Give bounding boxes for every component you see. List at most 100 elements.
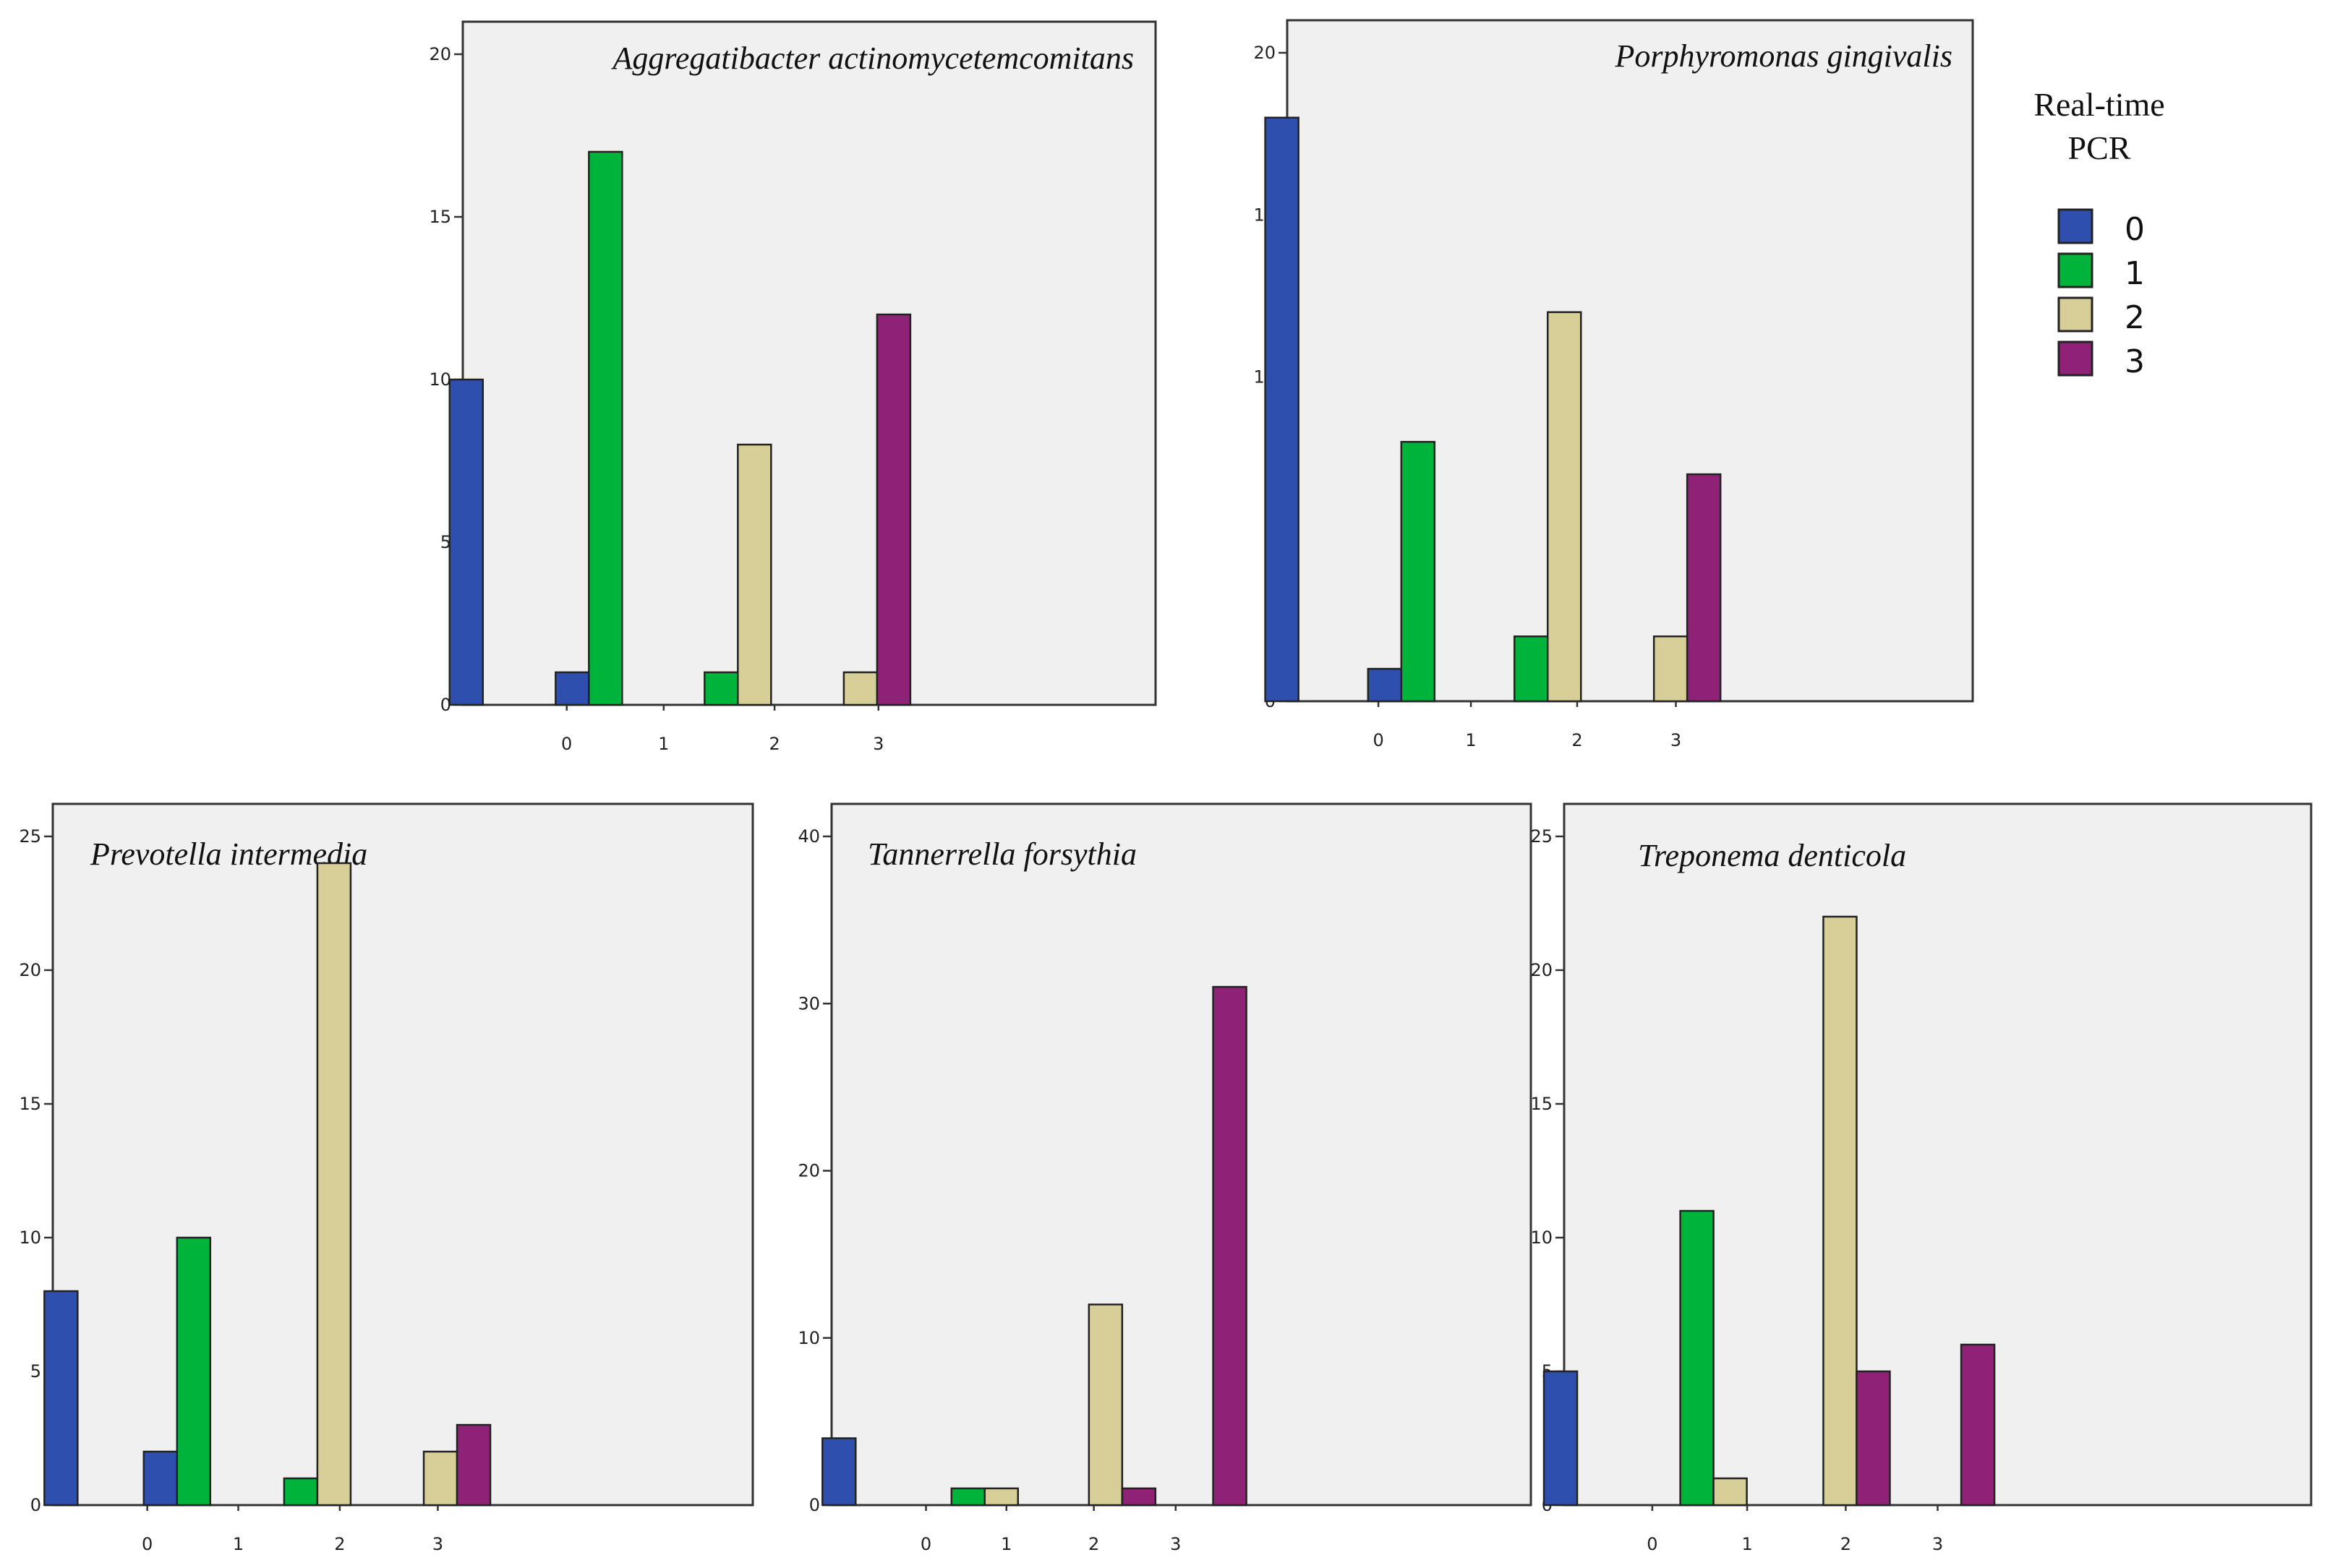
x-tick-label: 2 bbox=[1088, 1534, 1099, 1554]
y-tick-label: 0 bbox=[440, 695, 451, 715]
y-tick-label: 15 bbox=[429, 207, 451, 227]
x-tick-label: 2 bbox=[1840, 1534, 1851, 1554]
bar-series-1-cat-1 bbox=[588, 150, 623, 706]
chart-panel-1: Aggregatibacter actinomycetemcomitans 0 5 1… bbox=[429, 20, 1157, 754]
bar-series-0-cat-0 bbox=[448, 378, 484, 706]
bar-series-2-cat-3 bbox=[1652, 635, 1689, 703]
legend-items: 0 1 2 3 bbox=[2057, 208, 2145, 380]
y-tick-label: 40 bbox=[798, 826, 820, 847]
y-tick-label: 25 bbox=[19, 826, 41, 847]
y-tick-label: 15 bbox=[1530, 1094, 1553, 1114]
plot-area bbox=[830, 802, 1532, 1507]
legend-swatch bbox=[2057, 296, 2093, 333]
bar-series-3-cat-3 bbox=[1212, 985, 1247, 1507]
bar-series-1-cat-1 bbox=[950, 1487, 986, 1507]
bar-series-0-cat-1 bbox=[142, 1450, 179, 1507]
plot-area bbox=[461, 20, 1157, 706]
legend-swatch bbox=[2057, 252, 2093, 288]
legend-item-1: 1 bbox=[2057, 252, 2145, 292]
y-tick-label: 5 bbox=[440, 532, 451, 552]
y-tick-label: 20 bbox=[798, 1161, 820, 1181]
y-tick-label: 15 bbox=[19, 1094, 41, 1114]
plot-area bbox=[1563, 802, 2313, 1507]
chart-panels: Aggregatibacter actinomycetemcomitans 0 5 1… bbox=[19, 19, 2313, 1554]
legend-label: 0 bbox=[2125, 211, 2145, 248]
plot-area bbox=[51, 802, 754, 1507]
y-tick-label: 10 bbox=[19, 1228, 41, 1248]
x-tick-label: 2 bbox=[334, 1534, 345, 1554]
y-tick-label: 5 bbox=[30, 1361, 41, 1381]
legend-swatch bbox=[2057, 208, 2093, 244]
chart-panel-2: Porphyromonas gingivalis051015200123 bbox=[1253, 19, 1974, 750]
bar-series-3-cat-3 bbox=[1960, 1343, 1996, 1507]
panel-title: Porphyromonas gingivalis bbox=[1615, 38, 1952, 74]
legend: Real-time PCR 0 1 2 3 bbox=[2033, 86, 2164, 380]
x-tick-label: 0 bbox=[921, 1534, 931, 1554]
x-tick-label: 0 bbox=[561, 734, 572, 754]
x-tick-label: 1 bbox=[233, 1534, 244, 1554]
x-tick-label: 3 bbox=[1670, 730, 1681, 750]
y-tick-label: 20 bbox=[1530, 960, 1553, 980]
bar-series-3-cat-2 bbox=[1856, 1370, 1891, 1507]
bar-series-0-cat-1 bbox=[1367, 667, 1403, 703]
x-tick-label: 1 bbox=[1001, 1534, 1012, 1554]
bar-series-2-cat-1 bbox=[983, 1487, 1020, 1507]
bar-series-2-cat-1 bbox=[1712, 1477, 1748, 1507]
legend-title-line2: PCR bbox=[2068, 129, 2131, 166]
bar-series-1-cat-2 bbox=[283, 1477, 319, 1507]
x-tick-label: 1 bbox=[1741, 1534, 1752, 1554]
x-tick-label: 0 bbox=[1647, 1534, 1657, 1554]
legend-label: 1 bbox=[2125, 255, 2145, 292]
bar-series-2-cat-2 bbox=[1822, 915, 1858, 1507]
x-tick-label: 0 bbox=[1373, 730, 1383, 750]
bar-series-1-cat-1 bbox=[176, 1236, 212, 1507]
x-tick-label: 0 bbox=[142, 1534, 153, 1554]
chart-panel-4: Tannerrella forsythia 0 10 20 30 40 0 1 2 3 bbox=[798, 802, 1532, 1554]
legend-item-2: 2 bbox=[2057, 296, 2145, 336]
bar-series-1-cat-1 bbox=[1679, 1209, 1715, 1507]
legend-item-3: 3 bbox=[2057, 340, 2145, 380]
bar-series-2-cat-2 bbox=[1546, 311, 1582, 703]
bar-series-3-cat-3 bbox=[876, 313, 912, 706]
x-tick-label: 3 bbox=[873, 734, 884, 754]
y-tick-label: 25 bbox=[1530, 826, 1553, 847]
panel-title: Aggregatibacter actinomycetemcomitans bbox=[611, 40, 1135, 76]
legend-item-0: 0 bbox=[2057, 208, 2145, 248]
bar-series-1-cat-2 bbox=[704, 671, 739, 706]
bar-series-3-cat-2 bbox=[1121, 1487, 1157, 1507]
bar-series-0-cat-0 bbox=[43, 1290, 79, 1507]
legend-title-line1: Real-time bbox=[2033, 86, 2164, 123]
x-tick-label: 3 bbox=[1932, 1534, 1943, 1554]
bar-series-0-cat-0 bbox=[821, 1437, 857, 1507]
bar-series-0-cat-0 bbox=[1264, 116, 1299, 703]
bar-series-2-cat-3 bbox=[842, 671, 879, 706]
y-tick-label: 30 bbox=[798, 993, 820, 1014]
x-tick-label: 3 bbox=[432, 1534, 443, 1554]
chart-panel-5: Treponema denticola05101520250123 bbox=[1530, 802, 2313, 1554]
legend-swatch bbox=[2057, 340, 2093, 377]
bar-series-0-cat-1 bbox=[555, 671, 590, 706]
x-tick-label: 2 bbox=[1571, 730, 1582, 750]
y-tick-label: 10 bbox=[798, 1328, 820, 1348]
x-tick-label: 1 bbox=[658, 734, 669, 754]
x-tick-label: 1 bbox=[1465, 730, 1476, 750]
bar-series-0-cat-0 bbox=[1542, 1370, 1579, 1507]
y-tick-label: 20 bbox=[19, 960, 41, 980]
x-tick-label: 3 bbox=[1170, 1534, 1181, 1554]
panel-title: Tannerrella forsythia bbox=[868, 836, 1137, 872]
plot-area bbox=[1286, 19, 1974, 703]
bar-series-1-cat-1 bbox=[1400, 440, 1436, 703]
bar-series-2-cat-2 bbox=[316, 862, 352, 1507]
bar-series-3-cat-3 bbox=[1686, 473, 1722, 703]
y-tick-label: 20 bbox=[1253, 43, 1276, 63]
bar-series-1-cat-2 bbox=[1513, 635, 1549, 703]
bar-series-2-cat-2 bbox=[737, 443, 772, 706]
y-tick-label: 10 bbox=[429, 369, 451, 390]
legend-label: 2 bbox=[2125, 299, 2145, 336]
y-tick-label: 20 bbox=[429, 44, 451, 64]
bar-series-2-cat-2 bbox=[1088, 1303, 1124, 1507]
y-tick-label: 0 bbox=[30, 1495, 41, 1515]
bar-series-2-cat-3 bbox=[422, 1450, 458, 1507]
